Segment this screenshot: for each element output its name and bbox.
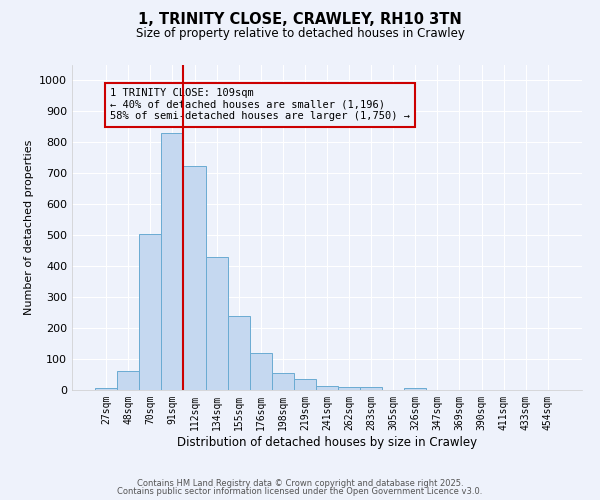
Bar: [294, 379, 316, 390]
Text: Contains HM Land Registry data © Crown copyright and database right 2025.: Contains HM Land Registry data © Crown c…: [137, 478, 463, 488]
Bar: [117, 372, 139, 390]
Bar: [338, 387, 360, 390]
Text: 1, TRINITY CLOSE, CRAWLEY, RH10 3TN: 1, TRINITY CLOSE, CRAWLEY, RH10 3TN: [138, 12, 462, 28]
Bar: [206, 257, 227, 390]
Bar: [95, 388, 117, 390]
X-axis label: Distribution of detached houses by size in Crawley: Distribution of detached houses by size …: [177, 436, 477, 448]
Bar: [161, 133, 184, 390]
Bar: [272, 373, 294, 390]
Bar: [184, 166, 206, 390]
Bar: [316, 386, 338, 390]
Bar: [360, 387, 382, 390]
Y-axis label: Number of detached properties: Number of detached properties: [23, 140, 34, 315]
Bar: [404, 388, 427, 390]
Text: 1 TRINITY CLOSE: 109sqm
← 40% of detached houses are smaller (1,196)
58% of semi: 1 TRINITY CLOSE: 109sqm ← 40% of detache…: [110, 88, 410, 122]
Bar: [250, 353, 272, 390]
Bar: [227, 316, 250, 390]
Text: Size of property relative to detached houses in Crawley: Size of property relative to detached ho…: [136, 28, 464, 40]
Text: Contains public sector information licensed under the Open Government Licence v3: Contains public sector information licen…: [118, 487, 482, 496]
Bar: [139, 234, 161, 390]
